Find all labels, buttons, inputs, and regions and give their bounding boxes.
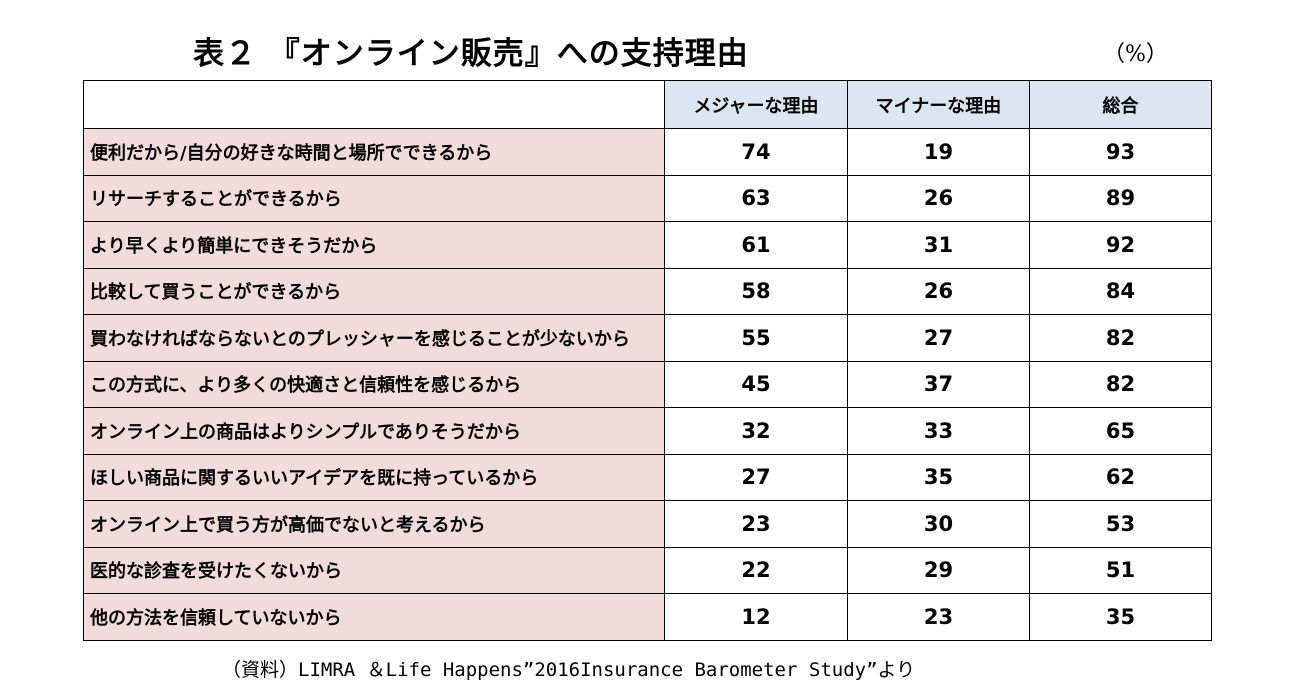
total-cell: 82: [1029, 314, 1212, 362]
minor-cell: 29: [847, 546, 1030, 594]
total-cell: 62: [1029, 453, 1212, 501]
header-major: メジャーな理由: [664, 80, 848, 129]
major-cell: 23: [664, 500, 848, 548]
header-blank-cell: [83, 80, 665, 129]
minor-cell: 35: [847, 453, 1030, 501]
table-row: 比較して買うことができるから 58 26 84: [83, 267, 1212, 315]
reasons-table: メジャーな理由 マイナーな理由 総合 便利だから/自分の好きな時間と場所でできる…: [83, 80, 1212, 641]
minor-cell: 37: [847, 360, 1030, 408]
minor-cell: 26: [847, 174, 1030, 222]
table-title: 表２ 『オンライン販売』への支持理由: [193, 36, 749, 72]
header-minor: マイナーな理由: [847, 80, 1030, 129]
table-row: 医的な診査を受けたくないから 22 29 51: [83, 546, 1212, 594]
table-row: リサーチすることができるから 63 26 89: [83, 174, 1212, 222]
major-cell: 55: [664, 314, 848, 362]
major-cell: 61: [664, 221, 848, 269]
major-cell: 32: [664, 407, 848, 455]
total-cell: 84: [1029, 267, 1212, 315]
total-cell: 35: [1029, 593, 1212, 641]
major-cell: 74: [664, 128, 848, 176]
reason-cell: この方式に、より多くの快適さと信頼性を感じるから: [83, 360, 665, 408]
major-cell: 45: [664, 360, 848, 408]
reason-cell: オンライン上の商品はよりシンプルでありそうだから: [83, 407, 665, 455]
reason-cell: オンライン上で買う方が高価でないと考えるから: [83, 500, 665, 548]
major-cell: 63: [664, 174, 848, 222]
minor-cell: 33: [847, 407, 1030, 455]
total-cell: 93: [1029, 128, 1212, 176]
minor-cell: 30: [847, 500, 1030, 548]
table-body: 便利だから/自分の好きな時間と場所でできるから 74 19 93 リサーチするこ…: [83, 128, 1212, 641]
minor-cell: 27: [847, 314, 1030, 362]
reason-cell: 便利だから/自分の好きな時間と場所でできるから: [83, 128, 665, 176]
table-row: より早くより簡単にできそうだから 61 31 92: [83, 221, 1212, 269]
minor-cell: 31: [847, 221, 1030, 269]
total-cell: 65: [1029, 407, 1212, 455]
table-header-row: メジャーな理由 マイナーな理由 総合: [83, 80, 1212, 129]
total-cell: 51: [1029, 546, 1212, 594]
total-cell: 53: [1029, 500, 1212, 548]
major-cell: 12: [664, 593, 848, 641]
table-row: 便利だから/自分の好きな時間と場所でできるから 74 19 93: [83, 128, 1212, 176]
table-row: この方式に、より多くの快適さと信頼性を感じるから 45 37 82: [83, 360, 1212, 408]
unit-label: （%）: [1103, 42, 1168, 67]
total-cell: 82: [1029, 360, 1212, 408]
source-note: （資料）LIMRA ＆Life Happens”2016Insurance Ba…: [222, 659, 916, 681]
minor-cell: 19: [847, 128, 1030, 176]
minor-cell: 23: [847, 593, 1030, 641]
reason-cell: より早くより簡単にできそうだから: [83, 221, 665, 269]
reason-cell: 医的な診査を受けたくないから: [83, 546, 665, 594]
major-cell: 58: [664, 267, 848, 315]
table-row: 買わなければならないとのプレッシャーを感じることが少ないから 55 27 82: [83, 314, 1212, 362]
header-total: 総合: [1029, 80, 1212, 129]
table-row: 他の方法を信頼していないから 12 23 35: [83, 593, 1212, 641]
major-cell: 27: [664, 453, 848, 501]
reason-cell: 比較して買うことができるから: [83, 267, 665, 315]
reason-cell: ほしい商品に関するいいアイデアを既に持っているから: [83, 453, 665, 501]
reason-cell: 他の方法を信頼していないから: [83, 593, 665, 641]
minor-cell: 26: [847, 267, 1030, 315]
total-cell: 89: [1029, 174, 1212, 222]
reason-cell: リサーチすることができるから: [83, 174, 665, 222]
reason-cell: 買わなければならないとのプレッシャーを感じることが少ないから: [83, 314, 665, 362]
table-row: ほしい商品に関するいいアイデアを既に持っているから 27 35 62: [83, 453, 1212, 501]
major-cell: 22: [664, 546, 848, 594]
table-row: オンライン上の商品はよりシンプルでありそうだから 32 33 65: [83, 407, 1212, 455]
table-row: オンライン上で買う方が高価でないと考えるから 23 30 53: [83, 500, 1212, 548]
total-cell: 92: [1029, 221, 1212, 269]
